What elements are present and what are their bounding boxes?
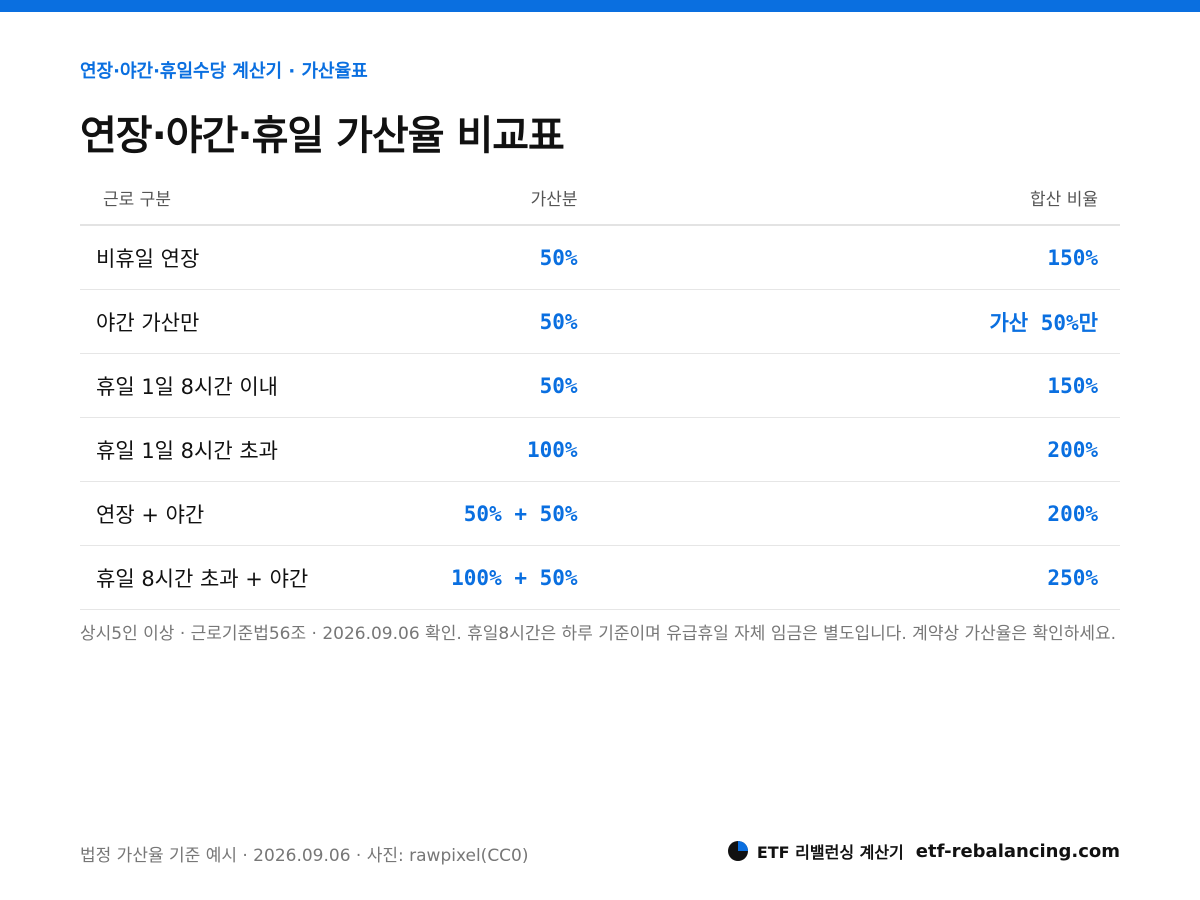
table-row: 휴일 1일 8시간 초과 100% 200% (80, 417, 1120, 482)
premium: 50% + 50% (450, 481, 908, 546)
eyebrow: 연장·야간·휴일수당 계산기 · 가산율표 (80, 61, 368, 82)
note: 상시5인 이상 · 근로기준법56조 · 2026.09.06 확인. 휴일8시… (80, 624, 1117, 644)
column-header: 합산 비율 (907, 170, 1120, 226)
premium: 100% + 50% (450, 545, 908, 610)
total-rate: 250% (907, 545, 1120, 610)
work-type: 야간 가산만 (80, 289, 451, 354)
total-rate: 200% (907, 481, 1120, 546)
premium: 100% (450, 417, 908, 482)
table-row: 연장 + 야간 50% + 50% 200% (80, 481, 1120, 546)
site-url: etf-rebalancing.com (915, 840, 1120, 862)
total-rate: 150% (907, 225, 1120, 290)
table-row: 비휴일 연장 50% 150% (80, 225, 1120, 290)
premium: 50% (450, 353, 908, 418)
top-bar (0, 0, 1200, 12)
header-row: 근로 구분 가산분 합산 비율 (80, 170, 1120, 226)
work-type: 휴일 8시간 초과 + 야간 (80, 545, 451, 610)
work-type: 비휴일 연장 (80, 225, 451, 290)
total-rate: 150% (907, 353, 1120, 418)
premium: 50% (450, 225, 908, 290)
premium: 50% (450, 289, 908, 354)
work-type: 휴일 1일 8시간 이내 (80, 353, 451, 418)
work-type: 휴일 1일 8시간 초과 (80, 417, 451, 482)
brand-name: ETF 리밸런싱 계산기 (756, 843, 904, 862)
source: 법정 가산율 기준 예시 · 2026.09.06 · 사진: rawpixel… (80, 846, 529, 866)
column-header: 가산분 (450, 170, 908, 226)
rate-table: 근로 구분 가산분 합산 비율 비휴일 연장 50% 150% 야간 가산만 50% 가산… (80, 170, 1120, 610)
table-row: 휴일 8시간 초과 + 야간 100% + 50% 250% (80, 545, 1120, 610)
work-type: 연장 + 야간 (80, 481, 451, 546)
total-rate: 가산 50%만 (907, 289, 1120, 354)
brand-icon (727, 841, 748, 861)
title: 연장·야간·휴일 가산율 비교표 (80, 113, 565, 159)
brand: ETF 리밸런싱 계산기 etf-rebalancing.com (727, 839, 1120, 863)
column-header: 근로 구분 (80, 170, 451, 226)
table-row: 야간 가산만 50% 가산 50%만 (80, 289, 1120, 354)
total-rate: 200% (907, 417, 1120, 482)
table-row: 휴일 1일 8시간 이내 50% 150% (80, 353, 1120, 418)
